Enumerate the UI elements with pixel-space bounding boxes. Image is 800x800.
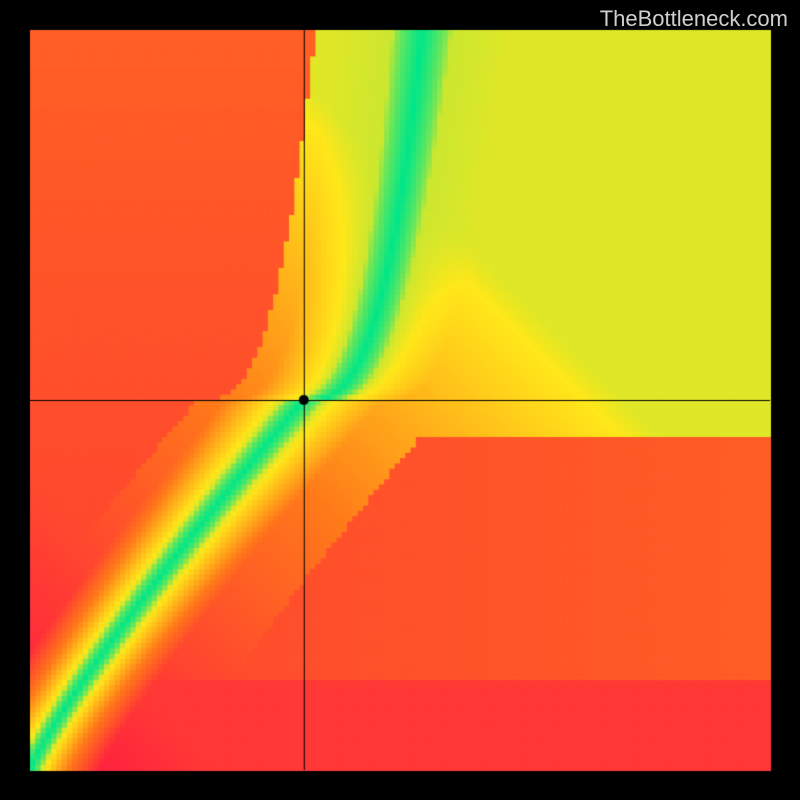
heatmap-canvas bbox=[0, 0, 800, 800]
chart-root: TheBottleneck.com bbox=[0, 0, 800, 800]
watermark-label: TheBottleneck.com bbox=[600, 6, 788, 32]
